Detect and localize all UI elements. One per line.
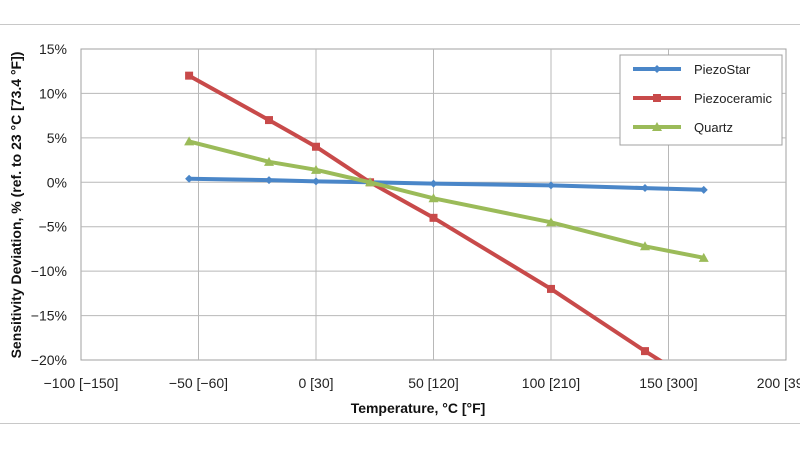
series-quartz (184, 136, 709, 262)
x-tick-label: −100 [−150] (44, 375, 119, 391)
piezostar-point (547, 181, 555, 190)
quartz-point (311, 164, 321, 174)
legend-label-quartz: Quartz (694, 120, 733, 135)
quartz-point (640, 241, 650, 251)
legend-label-piezoceramic: Piezoceramic (694, 91, 773, 106)
bottom-rule (0, 423, 800, 424)
quartz-line (188, 139, 705, 260)
piezoceramic-point (265, 116, 273, 125)
y-tick-label: −15% (31, 308, 67, 324)
piezostar-point (699, 185, 708, 194)
piezoceramic-point (641, 347, 649, 356)
gridlines (81, 49, 786, 360)
piezostar-point (312, 177, 320, 186)
x-tick-label: 150 [300] (639, 375, 697, 391)
legend-marker-piezostar (653, 65, 661, 73)
y-tick-label: −5% (39, 219, 67, 235)
legend-item-piezoceramic: Piezoceramic (633, 91, 773, 106)
piezostar-point (429, 179, 438, 188)
quartz-point (698, 252, 709, 262)
piezoceramic-line (188, 73, 663, 360)
x-tick-labels: −100 [−150] −50 [−60] 0 [30] 50 [120] 100 [2… (44, 375, 800, 391)
legend-marker-quartz (652, 122, 662, 131)
y-tick-label: −10% (31, 263, 67, 279)
quartz-point (184, 136, 195, 146)
piezostar-point (185, 174, 194, 183)
quartz-point (428, 193, 439, 203)
quartz-point (546, 217, 556, 227)
y-tick-labels: 15% 10% 5% 0% −5% −10% −15% −20% (31, 41, 67, 368)
y-tick-label: 10% (39, 85, 67, 101)
y-tick-label: 15% (39, 41, 67, 57)
legend-items: PiezoStar Piezoceramic Quartz (633, 62, 773, 135)
piezostar-point (265, 176, 273, 185)
legend-item-quartz: Quartz (633, 120, 733, 135)
piezostar-line (189, 176, 704, 192)
legend: PiezoStar Piezoceramic Quartz (619, 54, 783, 146)
piezoceramic-point (429, 213, 438, 222)
piezoceramic-point (312, 142, 320, 151)
quartz-point (365, 177, 376, 187)
x-tick-label: 100 [210] (522, 375, 580, 391)
legend-marker-piezoceramic (653, 94, 661, 102)
series-group (184, 71, 709, 360)
legend-label-piezostar: PiezoStar (694, 62, 751, 77)
y-tick-label: 0% (47, 174, 67, 190)
x-axis-title: Temperature, °C [°F] (351, 400, 486, 416)
y-tick-label: 5% (47, 130, 67, 146)
quartz-point (264, 156, 274, 166)
x-tick-label: 0 [30] (298, 375, 333, 391)
y-axis-title: Sensitivity Deviation, % (ref. to 23 °C … (8, 52, 24, 359)
x-tick-label: 50 [120] (408, 375, 459, 391)
legend-item-piezostar: PiezoStar (633, 62, 751, 77)
piezostar-point (641, 184, 649, 193)
x-tick-label: 200 [390] (757, 375, 800, 391)
piezoceramic-point (185, 71, 194, 80)
top-rule (0, 24, 800, 25)
x-tick-label: −50 [−60] (169, 375, 228, 391)
piezoceramic-point (547, 284, 555, 293)
y-tick-label: −20% (31, 352, 67, 368)
